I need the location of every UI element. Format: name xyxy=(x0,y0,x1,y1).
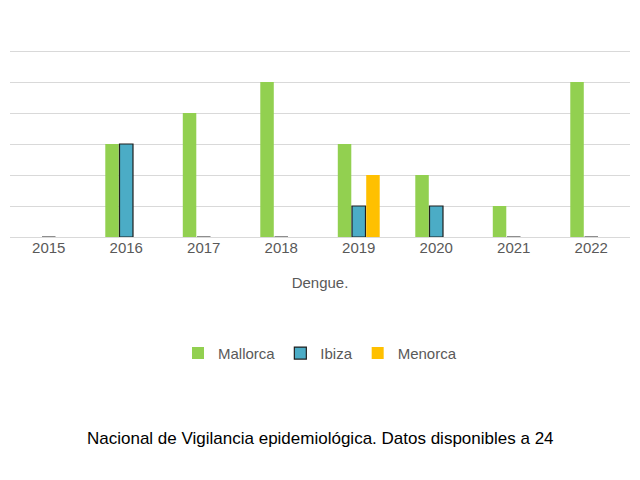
svg-text:Mallorca: Mallorca xyxy=(218,345,275,362)
svg-text:2018: 2018 xyxy=(265,239,298,256)
svg-text:Ibiza: Ibiza xyxy=(320,345,352,362)
svg-text:Dengue.: Dengue. xyxy=(292,274,349,291)
svg-text:2017: 2017 xyxy=(187,239,220,256)
svg-text:2015: 2015 xyxy=(32,239,65,256)
svg-text:2020: 2020 xyxy=(420,239,453,256)
svg-text:2022: 2022 xyxy=(575,239,608,256)
svg-text:Nacional de Vigilancia epidemi: Nacional de Vigilancia epidemiológica. D… xyxy=(87,429,554,448)
svg-text:2021: 2021 xyxy=(497,239,530,256)
svg-text:2016: 2016 xyxy=(110,239,143,256)
svg-text:2019: 2019 xyxy=(342,239,375,256)
svg-text:Menorca: Menorca xyxy=(398,345,457,362)
